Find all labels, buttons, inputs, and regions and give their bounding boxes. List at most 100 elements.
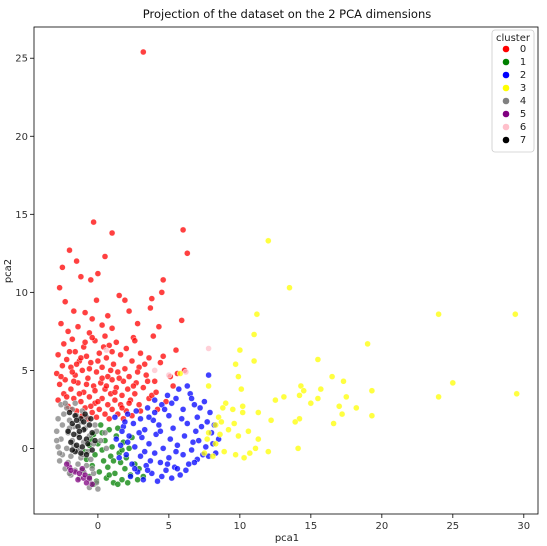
point-cluster-1-7 (108, 443, 116, 451)
point-cluster-0-125 (148, 392, 156, 399)
point-cluster-2-52 (154, 478, 161, 485)
point-cluster-4-41 (71, 400, 79, 407)
point-cluster-0-82 (56, 381, 63, 388)
legend-label-7: 7 (520, 135, 526, 146)
point-cluster-3-40 (255, 409, 262, 416)
point-cluster-0-101 (77, 398, 85, 405)
point-cluster-0-160 (86, 365, 93, 372)
point-cluster-3-41 (296, 415, 303, 422)
point-cluster-3-33 (353, 404, 360, 412)
point-cluster-0-103 (104, 401, 112, 408)
point-cluster-0-50 (137, 350, 144, 357)
point-cluster-0-61 (98, 364, 106, 371)
point-cluster-2-53 (168, 474, 175, 482)
point-cluster-2-4 (165, 412, 173, 419)
point-cluster-2-32 (159, 445, 167, 452)
point-cluster-2-18 (169, 425, 177, 432)
legend: cluster 0 1 2 3 4 5 6 7 (491, 29, 535, 153)
point-cluster-4-8 (59, 421, 66, 429)
point-cluster-2-37 (137, 453, 144, 460)
point-cluster-0-148 (111, 389, 119, 396)
point-cluster-5-7 (81, 471, 89, 479)
point-cluster-0-19 (147, 304, 154, 312)
point-cluster-2-69 (182, 467, 190, 474)
point-cluster-3-20 (368, 387, 376, 394)
point-cluster-0-23 (104, 312, 112, 319)
point-cluster-2-74 (172, 448, 180, 455)
point-cluster-0-138 (134, 368, 141, 376)
plot-area (33, 26, 539, 515)
point-cluster-1-19 (104, 464, 112, 471)
point-cluster-3-25 (343, 393, 350, 401)
legend-label-1: 1 (520, 57, 526, 68)
point-cluster-0-126 (69, 368, 76, 376)
point-cluster-3-2 (253, 311, 261, 318)
point-cluster-4-40 (94, 485, 102, 493)
x-axis-ticks: 0 5 10 15 20 25 30 (95, 514, 530, 532)
point-cluster-3-32 (336, 403, 343, 410)
point-cluster-1-0 (97, 421, 104, 429)
point-cluster-3-46 (212, 421, 219, 429)
point-cluster-0-2 (179, 226, 187, 234)
point-cluster-1-23 (111, 470, 119, 477)
point-cluster-3-37 (215, 414, 222, 421)
point-cluster-3-56 (252, 445, 259, 452)
point-cluster-0-47 (96, 350, 103, 357)
point-cluster-2-34 (188, 446, 195, 454)
point-cluster-3-34 (239, 403, 246, 410)
y-tick-label-10: 10 (15, 288, 28, 299)
point-cluster-7-25 (76, 428, 83, 435)
point-cluster-0-135 (115, 375, 123, 382)
legend-label-5: 5 (520, 109, 526, 120)
point-cluster-0-106 (135, 401, 143, 408)
point-cluster-2-82 (141, 448, 148, 455)
point-cluster-0-44 (123, 345, 130, 352)
point-cluster-0-8 (59, 264, 66, 271)
point-cluster-0-26 (57, 320, 65, 327)
legend-label-2: 2 (520, 70, 526, 81)
point-cluster-3-42 (218, 418, 225, 426)
point-cluster-0-149 (125, 400, 133, 407)
point-cluster-0-128 (83, 381, 90, 388)
legend-label-0: 0 (520, 44, 526, 55)
point-cluster-0-1 (90, 218, 97, 226)
point-cluster-2-13 (144, 404, 151, 412)
point-cluster-0-72 (142, 371, 150, 379)
point-cluster-2-38 (151, 449, 158, 457)
point-cluster-0-159 (107, 367, 114, 374)
point-cluster-0-144 (159, 353, 167, 360)
point-cluster-2-80 (196, 404, 204, 412)
point-cluster-2-7 (201, 398, 208, 405)
point-cluster-0-130 (66, 348, 73, 355)
point-cluster-6-0 (205, 345, 212, 352)
point-cluster-0-92 (118, 392, 126, 399)
point-cluster-2-42 (128, 460, 136, 468)
point-cluster-3-36 (338, 410, 346, 418)
point-cluster-7-20 (83, 451, 90, 458)
point-cluster-3-55 (212, 440, 219, 447)
point-cluster-2-35 (202, 443, 210, 451)
point-cluster-7-24 (87, 415, 95, 422)
point-cluster-5-9 (63, 460, 70, 468)
point-cluster-3-21 (317, 385, 324, 393)
point-cluster-3-8 (250, 357, 258, 365)
point-cluster-2-20 (198, 423, 205, 430)
point-cluster-0-127 (94, 398, 102, 405)
point-cluster-2-71 (132, 407, 140, 415)
point-cluster-7-21 (88, 446, 96, 454)
point-cluster-2-12 (158, 401, 166, 408)
point-cluster-3-48 (225, 426, 232, 433)
point-cluster-3-13 (176, 370, 184, 377)
point-cluster-0-123 (169, 382, 177, 390)
x-tick-label-0: 0 (95, 521, 101, 532)
point-cluster-0-142 (108, 348, 116, 355)
point-cluster-4-19 (54, 443, 62, 451)
point-cluster-3-1 (286, 284, 293, 291)
point-cluster-2-17 (155, 421, 163, 429)
legend-marker-0 (502, 45, 510, 53)
legend-title: cluster (496, 33, 531, 44)
point-cluster-3-11 (328, 373, 336, 380)
x-tick-label-30: 30 (517, 521, 530, 532)
point-cluster-1-38 (110, 457, 117, 465)
